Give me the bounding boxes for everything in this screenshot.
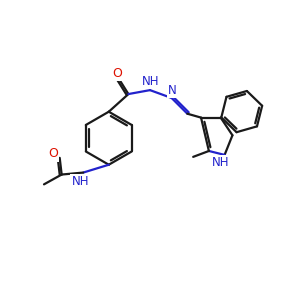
Text: O: O [48,147,58,161]
Text: NH: NH [72,175,89,188]
Text: O: O [113,67,122,80]
Text: NH: NH [142,75,160,88]
Text: N: N [168,84,177,97]
Text: NH: NH [212,156,230,169]
